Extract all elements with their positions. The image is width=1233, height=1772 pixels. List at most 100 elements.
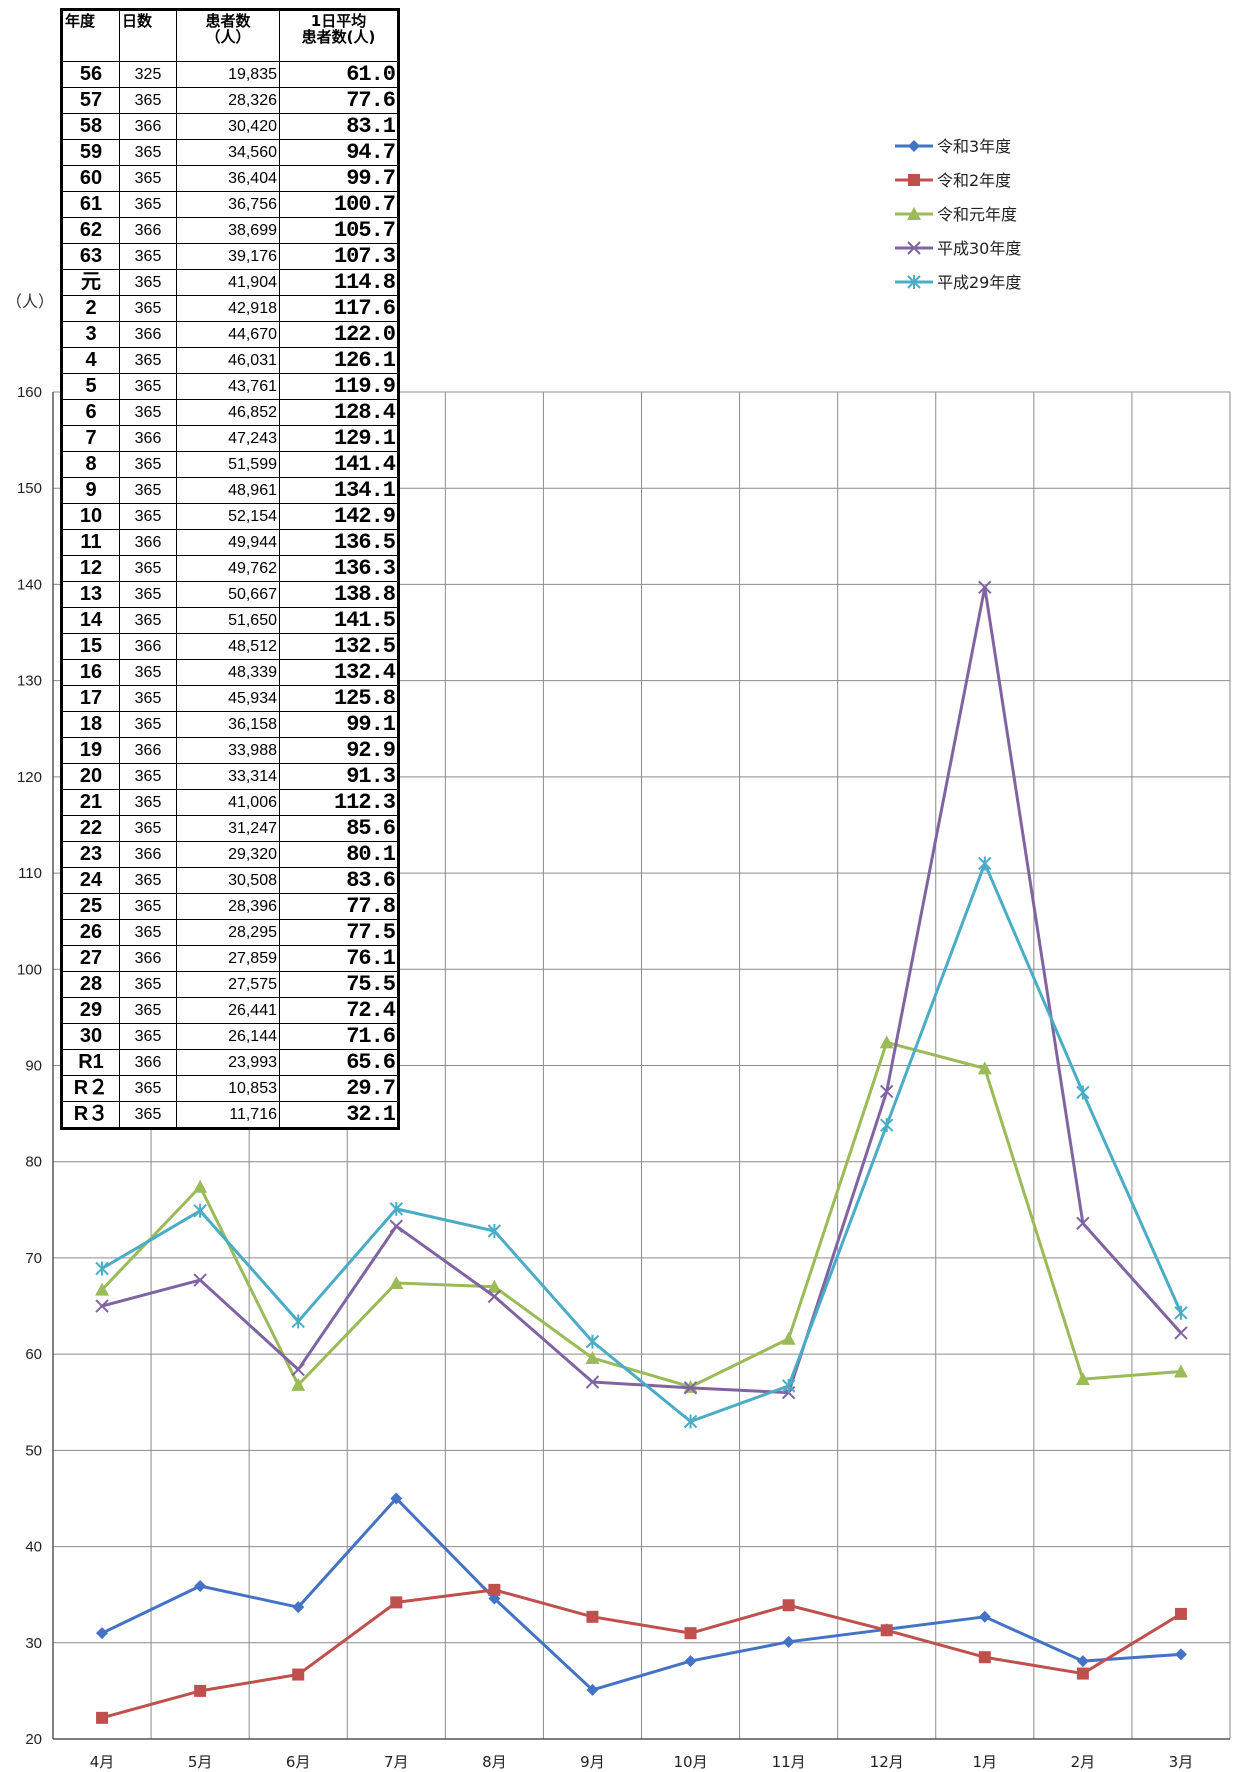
cell-days: 366	[119, 633, 177, 660]
x-tick-label: 2月	[1071, 1753, 1096, 1771]
data-point	[683, 1381, 698, 1395]
data-point	[95, 1261, 109, 1276]
cell-days: 365	[119, 997, 177, 1024]
legend-item: 平成29年度	[895, 273, 1021, 292]
table-row: 9 365 48,961 134.1	[61, 477, 399, 504]
cell-daily-avg: 85.6	[279, 815, 399, 842]
table-row: 58 366 30,420 83.1	[61, 113, 399, 140]
cell-daily-avg: 117.6	[279, 295, 399, 322]
cell-patients: 29,320	[176, 841, 280, 868]
cell-days: 365	[119, 1075, 177, 1102]
cell-patients: 28,295	[176, 919, 280, 946]
cell-days: 365	[119, 789, 177, 816]
series-line	[100, 1040, 1182, 1389]
cell-year: 16	[61, 659, 120, 686]
table-row: 14 365 51,650 141.5	[61, 607, 399, 634]
series-line	[101, 1496, 1182, 1692]
cell-year: 5	[61, 373, 120, 400]
cell-year: 2	[61, 295, 120, 322]
cell-days: 365	[119, 867, 177, 894]
cell-year: 56	[61, 61, 120, 88]
cell-days: 365	[119, 191, 177, 218]
cell-year: 27	[61, 945, 120, 972]
data-point	[487, 1279, 502, 1293]
series-2	[96, 1583, 1187, 1724]
cell-patients: 28,326	[176, 87, 280, 114]
table-header-row: 年度 日数 患者数 （人） 1日平均 患者数(人)	[61, 9, 399, 62]
data-point	[390, 1492, 403, 1505]
cell-year: R２	[61, 1075, 120, 1102]
cell-daily-avg: 132.4	[279, 659, 399, 686]
cell-daily-avg: 105.7	[279, 217, 399, 244]
legend-label: 令和元年度	[937, 205, 1017, 224]
series-line	[101, 1588, 1182, 1720]
cell-daily-avg: 138.8	[279, 581, 399, 608]
y-tick-label: 50	[25, 1442, 42, 1459]
table-row: R３ 365 11,716 32.1	[61, 1101, 399, 1129]
cell-days: 365	[119, 87, 177, 114]
x-tick-label: 10月	[673, 1753, 707, 1771]
x-tick-label: 1月	[973, 1753, 998, 1771]
cell-patients: 41,904	[176, 269, 280, 296]
cell-patients: 48,961	[176, 477, 280, 504]
cell-daily-avg: 132.5	[279, 633, 399, 660]
table-row: 57 365 28,326 77.6	[61, 87, 399, 114]
cell-patients: 48,512	[176, 633, 280, 660]
cell-patients: 26,144	[176, 1023, 280, 1050]
cell-daily-avg: 129.1	[279, 425, 399, 452]
data-point	[389, 1275, 404, 1289]
cell-year: 21	[61, 789, 120, 816]
data-point	[194, 1580, 207, 1593]
table-row: 2 365 42,918 117.6	[61, 295, 399, 322]
data-point	[390, 1596, 403, 1609]
cell-patients: 49,944	[176, 529, 280, 556]
table-row: 15 366 48,512 132.5	[61, 633, 399, 660]
cell-days: 366	[119, 737, 177, 764]
table-row: R1 366 23,993 65.6	[61, 1049, 399, 1076]
table-body: 56 325 19,835 61.0 57 365 28,326 77.6 58 366 30,42…	[61, 61, 399, 1129]
cell-days: 365	[119, 451, 177, 478]
data-point	[291, 1362, 305, 1377]
cell-days: 365	[119, 893, 177, 920]
cell-year: 18	[61, 711, 120, 738]
cell-daily-avg: 119.9	[279, 373, 399, 400]
cell-daily-avg: 75.5	[279, 971, 399, 998]
cell-year: 12	[61, 555, 120, 582]
annual-patients-table: 年度 日数 患者数 （人） 1日平均 患者数(人) 56 325 19,835 61.…	[60, 8, 400, 1130]
series-line	[101, 585, 1183, 1395]
x-tick-label: 11月	[772, 1753, 806, 1771]
cell-year: 10	[61, 503, 120, 530]
cell-daily-avg: 100.7	[279, 191, 399, 218]
data-point	[977, 1061, 992, 1075]
cell-days: 366	[119, 113, 177, 140]
cell-daily-avg: 80.1	[279, 841, 399, 868]
cell-days: 365	[119, 503, 177, 530]
legend-marker	[907, 241, 921, 255]
cell-patients: 28,396	[176, 893, 280, 920]
cell-daily-avg: 99.7	[279, 165, 399, 192]
cell-patients: 44,670	[176, 321, 280, 348]
data-point	[1076, 1667, 1089, 1680]
y-tick-label: 100	[17, 961, 42, 978]
cell-patients: 36,756	[176, 191, 280, 218]
cell-year: 8	[61, 451, 120, 478]
y-tick-label: 30	[25, 1635, 42, 1652]
table-row: 12 365 49,762 136.3	[61, 555, 399, 582]
cell-patients: 30,508	[176, 867, 280, 894]
x-tick-label: 8月	[482, 1753, 507, 1771]
data-point	[585, 1350, 600, 1364]
cell-daily-avg: 29.7	[279, 1075, 399, 1102]
cell-days: 365	[119, 607, 177, 634]
data-point	[487, 1289, 502, 1304]
col-header-patients-line1: 患者数	[205, 12, 251, 30]
y-tick-label: 150	[17, 480, 42, 497]
cell-patients: 41,006	[176, 789, 280, 816]
cell-year: 3	[61, 321, 120, 348]
cell-year: 59	[61, 139, 120, 166]
data-point	[1173, 1364, 1188, 1378]
y-tick-label: 130	[17, 673, 42, 690]
data-point	[95, 1282, 110, 1296]
cell-daily-avg: 114.8	[279, 269, 399, 296]
cell-year: 11	[61, 529, 120, 556]
table-row: 24 365 30,508 83.6	[61, 867, 399, 894]
